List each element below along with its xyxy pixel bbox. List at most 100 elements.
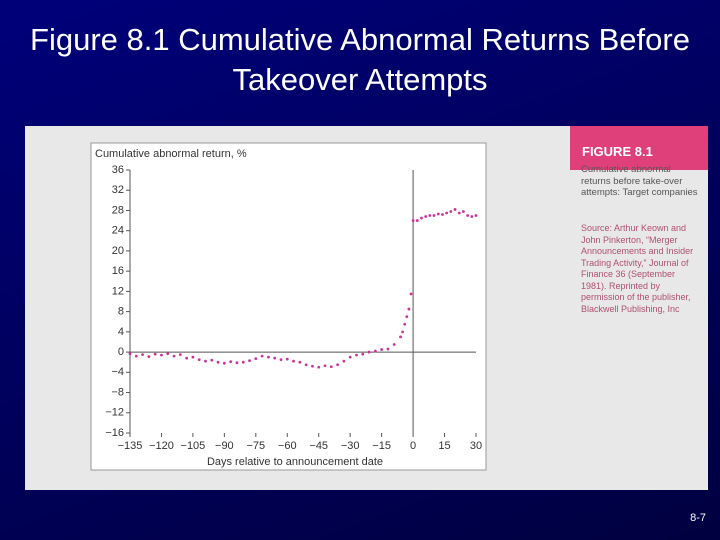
data-point [474, 214, 478, 217]
y-axis-label: Cumulative abnormal return, % [95, 148, 247, 160]
data-point [373, 349, 377, 353]
data-point [216, 360, 220, 364]
data-point [399, 335, 402, 339]
data-point [432, 214, 436, 217]
chart-box [90, 142, 487, 471]
data-point [441, 213, 444, 216]
data-point [153, 352, 157, 356]
data-point [166, 352, 170, 355]
data-point [361, 352, 365, 356]
data-point [285, 357, 289, 361]
data-point [336, 363, 339, 367]
data-point [407, 307, 411, 311]
x-tick-label: −15 [372, 440, 391, 452]
y-tick-label: 16 [112, 265, 124, 277]
data-point [229, 360, 233, 364]
data-point [401, 330, 405, 334]
data-point [329, 365, 333, 369]
slide-title: Figure 8.1 Cumulative Abnormal Returns B… [30, 22, 690, 97]
data-point [185, 356, 189, 360]
y-tick-label: 28 [112, 204, 124, 216]
data-point [409, 292, 413, 296]
x-tick-label: −105 [181, 440, 206, 452]
data-point [436, 212, 440, 216]
y-tick-label: 24 [112, 225, 124, 237]
y-tick-label: 8 [118, 306, 124, 318]
data-point [457, 211, 461, 215]
page-number: 8-7 [690, 512, 706, 524]
data-point [342, 359, 346, 363]
data-point [204, 359, 207, 363]
data-point [235, 361, 239, 365]
x-tick-label: 0 [410, 440, 416, 452]
x-tick-label: −45 [309, 440, 328, 452]
data-point [273, 356, 277, 360]
x-tick-label: −30 [341, 440, 360, 452]
data-point [317, 365, 321, 369]
data-point [424, 215, 428, 218]
data-point [222, 361, 226, 365]
data-point [453, 208, 457, 211]
data-point [298, 360, 302, 364]
y-tick-label: 4 [118, 326, 124, 338]
y-tick-label: 32 [112, 184, 124, 196]
data-point [134, 354, 138, 358]
x-tick-label: −120 [149, 440, 174, 452]
x-tick-label: 15 [438, 440, 450, 452]
y-tick-label: 36 [112, 164, 124, 176]
data-point [392, 343, 396, 346]
y-tick-label: −12 [105, 407, 124, 419]
data-point [141, 353, 144, 357]
data-point [380, 348, 384, 351]
data-point [403, 322, 407, 326]
figure-label: FIGURE 8.1 [570, 126, 708, 170]
y-tick-label: 12 [112, 285, 124, 297]
x-tick-label: −75 [246, 440, 265, 452]
y-tick-label: −4 [111, 366, 124, 378]
data-point [304, 363, 308, 367]
data-point [405, 315, 409, 319]
y-tick-label: −8 [111, 386, 124, 398]
data-point [147, 355, 151, 359]
x-tick-label: −60 [278, 440, 297, 452]
data-point [355, 353, 358, 357]
data-point [292, 359, 295, 363]
data-point [428, 214, 432, 217]
data-point [462, 210, 465, 213]
data-point [411, 219, 415, 222]
data-point [420, 216, 423, 220]
data-point [348, 355, 352, 359]
data-point [248, 359, 251, 363]
data-point [241, 360, 245, 364]
data-point [128, 352, 132, 355]
y-tick-label: 0 [118, 346, 124, 358]
data-point [311, 364, 314, 368]
data-point [210, 358, 214, 362]
data-point [279, 358, 283, 362]
data-point [470, 215, 474, 218]
data-point [160, 353, 163, 357]
figure-caption: Cumulative abnormal returns before take-… [581, 164, 698, 198]
data-point [466, 214, 470, 217]
data-point [191, 355, 195, 359]
data-point [449, 210, 453, 213]
data-point [367, 350, 371, 354]
data-point [178, 353, 182, 357]
data-point [323, 364, 327, 368]
x-tick-label: −90 [215, 440, 234, 452]
x-tick-label: 30 [470, 440, 482, 452]
x-tick-label: −135 [118, 440, 143, 452]
data-point [254, 357, 258, 361]
data-point [197, 358, 201, 362]
data-point [445, 211, 449, 215]
y-tick-label: −16 [105, 427, 124, 439]
data-point [172, 354, 176, 358]
data-point [267, 355, 270, 359]
y-tick-label: 20 [112, 245, 124, 257]
data-point [260, 354, 264, 358]
data-point [415, 219, 419, 222]
x-axis-label: Days relative to announcement date [207, 456, 383, 468]
data-point [386, 347, 390, 351]
